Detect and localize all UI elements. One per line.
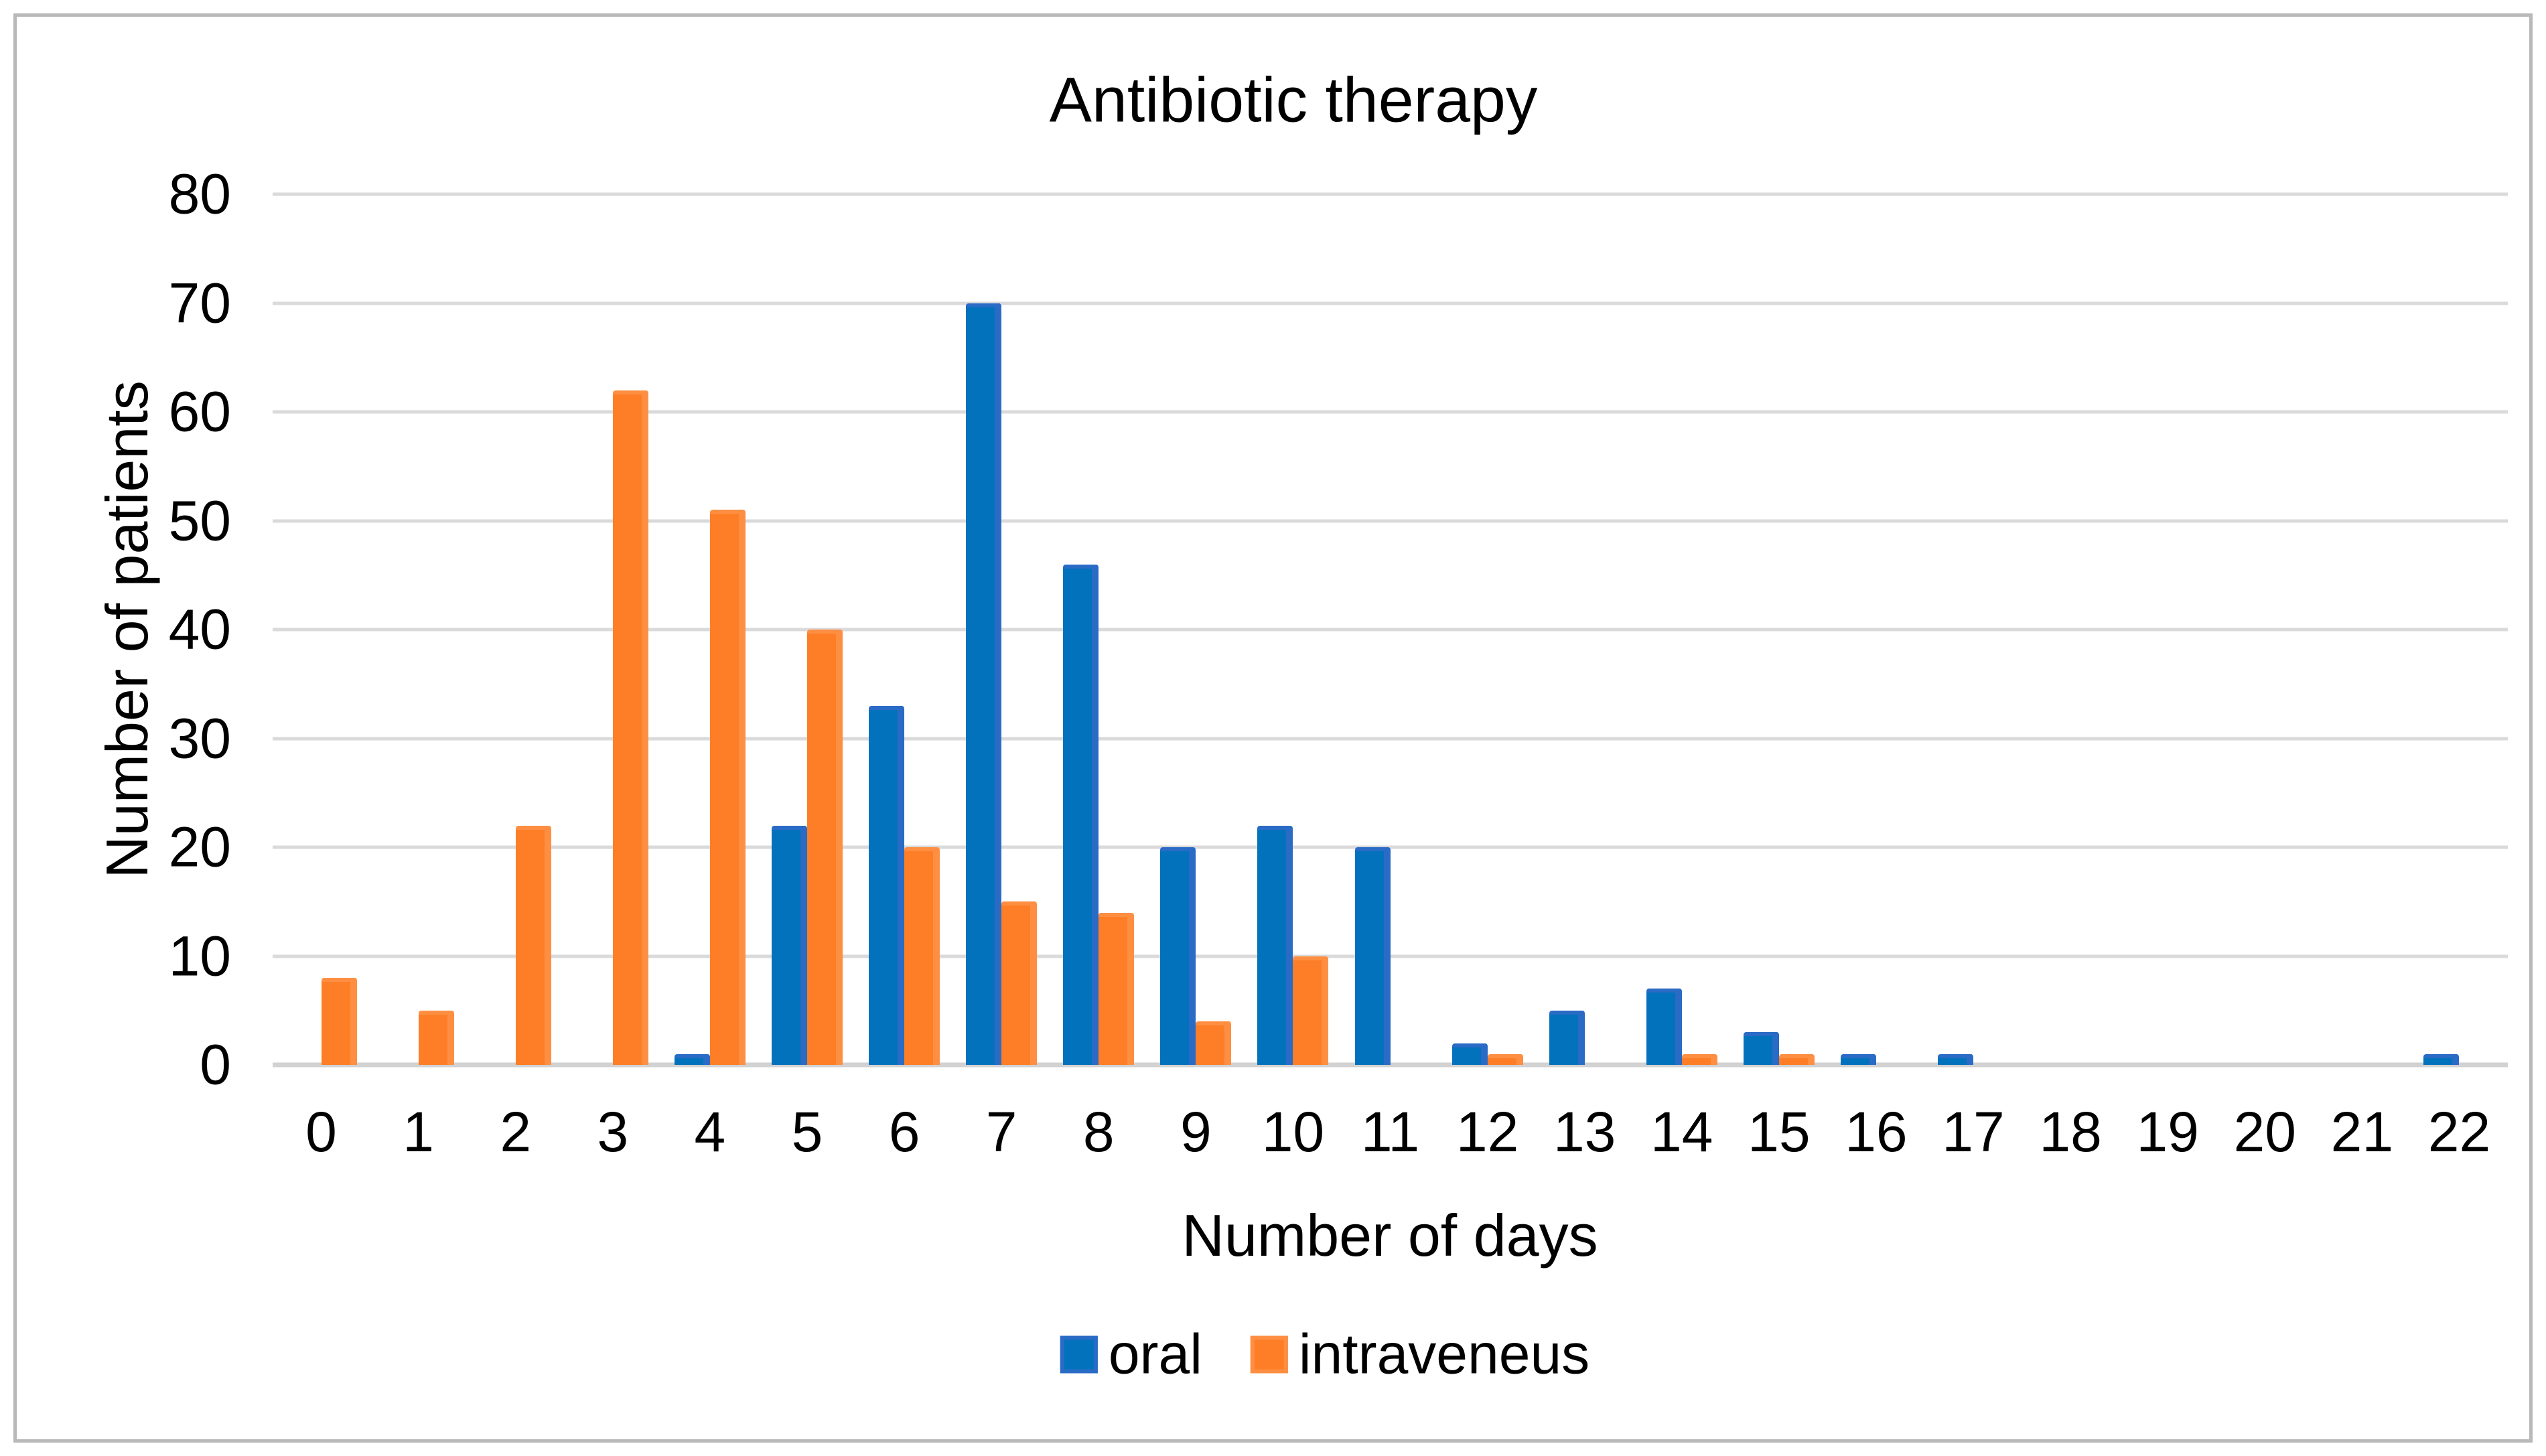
x-tick-label: 0 — [305, 1100, 337, 1163]
bar-intraveneus-day-6 — [904, 847, 940, 1065]
bar-intraveneus-day-12 — [1487, 1053, 1523, 1065]
x-tick-label: 13 — [1553, 1100, 1616, 1163]
bar-oral-day-12 — [1452, 1043, 1488, 1065]
legend-swatch-intraveneus — [1250, 1335, 1288, 1373]
x-tick-label: 17 — [1942, 1100, 2005, 1163]
x-tick-label: 5 — [791, 1100, 823, 1163]
gridline — [273, 845, 2508, 849]
bar-oral-day-11 — [1354, 847, 1391, 1065]
gridline — [273, 410, 2508, 414]
bar-oral-day-5 — [771, 825, 807, 1065]
x-tick-label: 10 — [1261, 1100, 1325, 1163]
bar-intraveneus-day-8 — [1099, 912, 1135, 1065]
gridline — [273, 628, 2508, 632]
y-tick-label: 10 — [168, 924, 231, 987]
x-tick-label: 19 — [2136, 1100, 2199, 1163]
bar-intraveneus-day-4 — [709, 510, 746, 1065]
bar-intraveneus-day-0 — [321, 978, 357, 1065]
x-tick-label: 16 — [1845, 1100, 1908, 1163]
bar-oral-day-13 — [1549, 1010, 1585, 1065]
bar-intraveneus-day-10 — [1293, 956, 1329, 1065]
gridline — [273, 954, 2508, 958]
bar-oral-day-6 — [869, 705, 905, 1065]
y-tick-label: 0 — [200, 1033, 231, 1096]
legend-swatch-oral — [1060, 1335, 1098, 1373]
x-tick-label: 14 — [1650, 1100, 1713, 1163]
x-tick-label: 11 — [1360, 1100, 1420, 1163]
bar-intraveneus-day-7 — [1001, 901, 1038, 1065]
gridline — [273, 519, 2508, 522]
x-tick-label: 1 — [403, 1100, 434, 1163]
bar-oral-day-16 — [1840, 1053, 1876, 1065]
legend-item-intraveneus: intraveneus — [1250, 1322, 1590, 1387]
y-tick-label: 40 — [168, 597, 231, 661]
x-tick-label: 3 — [597, 1100, 629, 1163]
y-tick-label: 50 — [168, 489, 231, 552]
bar-oral-day-17 — [1938, 1053, 1974, 1065]
x-tick-label: 6 — [888, 1100, 920, 1163]
legend-label-oral: oral — [1108, 1322, 1202, 1386]
legend-item-oral: oral — [1060, 1322, 1202, 1387]
x-tick-label: 21 — [2330, 1100, 2394, 1163]
bar-oral-day-10 — [1257, 825, 1293, 1065]
x-tick-label: 9 — [1180, 1100, 1212, 1163]
bar-oral-day-14 — [1646, 989, 1682, 1065]
x-tick-label: 4 — [694, 1100, 726, 1163]
x-axis-title: Number of days — [1182, 1202, 1598, 1268]
bar-intraveneus-day-1 — [418, 1010, 454, 1065]
legend-label-intraveneus: intraveneus — [1298, 1322, 1590, 1386]
chart-title: Antibiotic therapy — [1049, 64, 1538, 136]
bar-oral-day-15 — [1743, 1032, 1779, 1065]
y-tick-label: 20 — [168, 815, 231, 879]
gridline — [273, 737, 2508, 740]
bar-intraveneus-day-9 — [1196, 1021, 1232, 1065]
x-tick-label: 15 — [1748, 1100, 1811, 1163]
bar-oral-day-22 — [2423, 1053, 2460, 1065]
x-tick-label: 2 — [500, 1100, 532, 1163]
y-tick-label: 30 — [168, 707, 231, 770]
bar-intraveneus-day-15 — [1778, 1053, 1815, 1065]
x-tick-label: 8 — [1082, 1100, 1115, 1163]
x-tick-label: 12 — [1456, 1100, 1519, 1163]
x-axis-line — [273, 1062, 2508, 1068]
bar-intraveneus-day-3 — [612, 390, 648, 1065]
gridline — [273, 301, 2508, 305]
bar-oral-day-9 — [1160, 847, 1196, 1065]
bar-oral-day-8 — [1063, 564, 1099, 1065]
bar-oral-day-7 — [966, 303, 1002, 1065]
bar-intraveneus-day-5 — [806, 630, 843, 1065]
gridline — [273, 192, 2508, 196]
x-tick-label: 22 — [2427, 1100, 2491, 1163]
y-tick-label: 60 — [168, 380, 231, 443]
x-tick-label: 18 — [2039, 1100, 2102, 1163]
x-tick-label: 20 — [2233, 1100, 2296, 1163]
x-tick-label: 7 — [985, 1100, 1017, 1163]
bar-intraveneus-day-14 — [1681, 1053, 1717, 1065]
y-tick-label: 70 — [168, 271, 231, 334]
y-tick-label: 80 — [168, 162, 231, 226]
bar-intraveneus-day-2 — [515, 825, 551, 1065]
bar-oral-day-4 — [674, 1053, 710, 1065]
legend: oral intraveneus — [1060, 1322, 1589, 1387]
